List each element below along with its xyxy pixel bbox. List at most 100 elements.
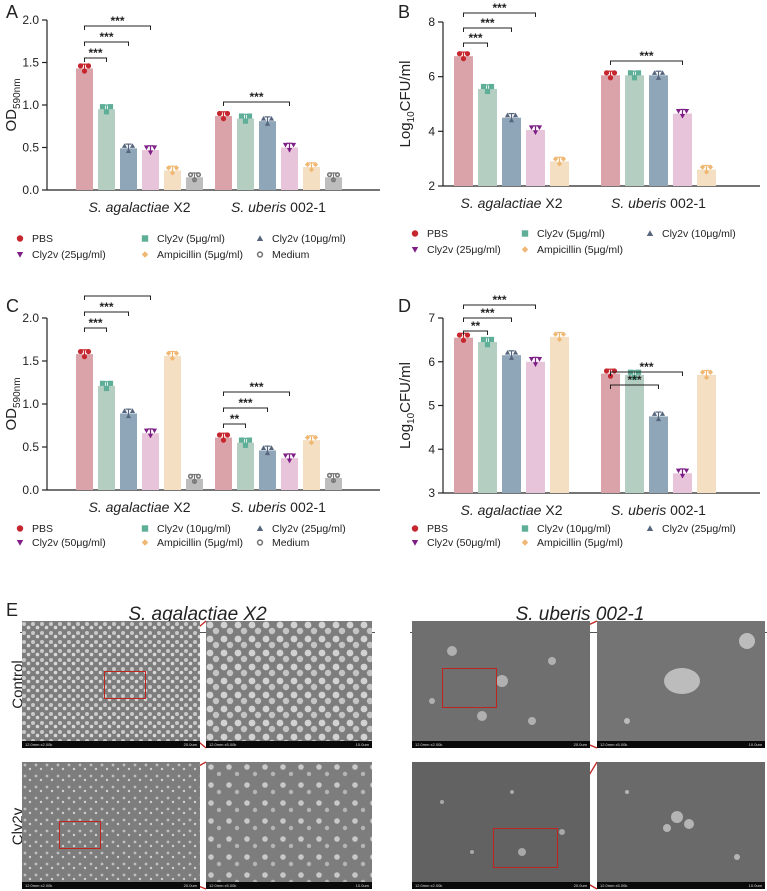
legend-label: Cly2v (25μg/ml) [32, 249, 106, 261]
data-point [187, 473, 194, 479]
data-point [464, 51, 471, 57]
legend-marker [646, 525, 654, 532]
data-point [220, 437, 227, 443]
data-point [191, 177, 198, 183]
data-point [707, 369, 714, 375]
data-point [611, 70, 618, 76]
sem-bar-text: 12.0mm x5.00k [209, 742, 237, 747]
y-tick-label: 1.5 [22, 56, 39, 70]
legend-label: Cly2v (5μg/ml) [157, 233, 225, 245]
data-point [246, 113, 253, 119]
significance-bracket [84, 57, 107, 62]
significance-label: *** [480, 16, 494, 30]
sem-image-sub-control-low: 12.0mm x2.00k 20.0um [412, 621, 590, 748]
legend-label: Cly2v (5μg/ml) [537, 228, 605, 240]
bar [76, 354, 93, 490]
data-point [147, 433, 154, 439]
data-point [216, 110, 223, 117]
legend-marker [411, 246, 419, 253]
bar [673, 113, 692, 186]
bar [454, 337, 473, 493]
bar [478, 88, 497, 186]
data-point [484, 88, 491, 95]
sem-image-sub-control-high: 12.0mm x5.00k 10.0um [597, 621, 765, 748]
legend-marker [256, 539, 264, 546]
bar [502, 355, 521, 493]
bar [164, 355, 181, 490]
data-point [143, 428, 150, 434]
data-point [635, 70, 642, 76]
bar [237, 442, 254, 490]
sem-texture [429, 646, 556, 725]
data-point [81, 354, 88, 360]
legend-marker [16, 235, 24, 242]
data-point [683, 109, 690, 114]
significance-label: *** [639, 360, 653, 374]
bar [259, 121, 276, 190]
data-point [246, 437, 253, 443]
legend-marker [646, 230, 654, 237]
data-point [242, 442, 249, 448]
data-point [195, 172, 202, 178]
significance-bracket [463, 12, 536, 17]
sem-bar-text: 12.0mm x2.00k [25, 883, 53, 888]
legend-label: Cly2v (25μg/ml) [427, 244, 501, 256]
y-tick-label: 1.0 [22, 98, 39, 112]
legend-marker [256, 251, 264, 258]
category-label: S. agalactiae X2 [89, 199, 191, 215]
significance-label: *** [492, 294, 506, 307]
bar [601, 373, 620, 493]
sem-title-right: S. uberis 002-1 [515, 604, 645, 625]
legend-label: Cly2v (50μg/ml) [427, 537, 501, 549]
significance-label: *** [468, 31, 482, 45]
bar [281, 147, 298, 190]
sem-scale-text: 10.0um [355, 883, 369, 888]
significance-label: *** [110, 294, 124, 298]
data-point [282, 142, 289, 148]
data-point [603, 368, 610, 374]
data-point [268, 116, 275, 121]
data-point [651, 411, 658, 416]
legend-marker [411, 230, 419, 237]
data-point [552, 156, 559, 162]
bar [186, 177, 203, 190]
category-label: S. agalactiae X2 [89, 499, 191, 515]
data-point [488, 336, 495, 343]
data-point [560, 331, 567, 337]
data-point [456, 332, 463, 338]
legend-label: Ampicillin (5μg/ml) [537, 244, 623, 256]
y-tick-label: 4 [428, 124, 435, 138]
sem-image-sag-control-high: 12.0mm x5.00k 10.0um [206, 621, 372, 748]
y-tick-label: 2.0 [22, 311, 39, 325]
data-point [290, 453, 297, 459]
bar [550, 336, 569, 493]
legend-marker [16, 251, 24, 258]
data-point [659, 411, 666, 416]
chart-c: 0.0 0.5 1.0 1.5 2.0 OD590nm S. agalactiae X2 S.… [3, 294, 380, 549]
y-tick-label: 8 [428, 15, 435, 29]
data-point [334, 472, 341, 478]
y-tick-label: 5 [428, 399, 435, 413]
data-point [268, 445, 275, 450]
bar [120, 148, 137, 190]
legend-label: Cly2v (25μg/ml) [662, 523, 736, 535]
data-point [85, 63, 92, 69]
significance-bracket [610, 384, 659, 389]
data-point [699, 164, 706, 170]
sem-scale-text: 10.0um [355, 742, 369, 747]
data-point [532, 362, 539, 367]
data-point [264, 450, 271, 456]
sem-bar-text: 12.0mm x5.00k [600, 883, 628, 888]
legend-label: Cly2v (50μg/ml) [32, 537, 106, 549]
chart-d: 3 4 5 6 7 Log10CFU/ml S. agalactiae X2 S. uberi… [397, 294, 760, 549]
y-tick-label: 1.0 [22, 397, 39, 411]
data-point [290, 142, 297, 148]
data-point [675, 109, 682, 114]
panel-label-b: B [398, 2, 411, 22]
sem-image-sag-cly2v-low: 12.0mm x2.00k 20.0um [22, 762, 200, 889]
sem-bar-text: 12.0mm x2.00k [415, 742, 443, 747]
data-point [556, 161, 563, 167]
data-point [456, 51, 463, 57]
data-point [627, 70, 634, 76]
data-point [216, 432, 223, 438]
